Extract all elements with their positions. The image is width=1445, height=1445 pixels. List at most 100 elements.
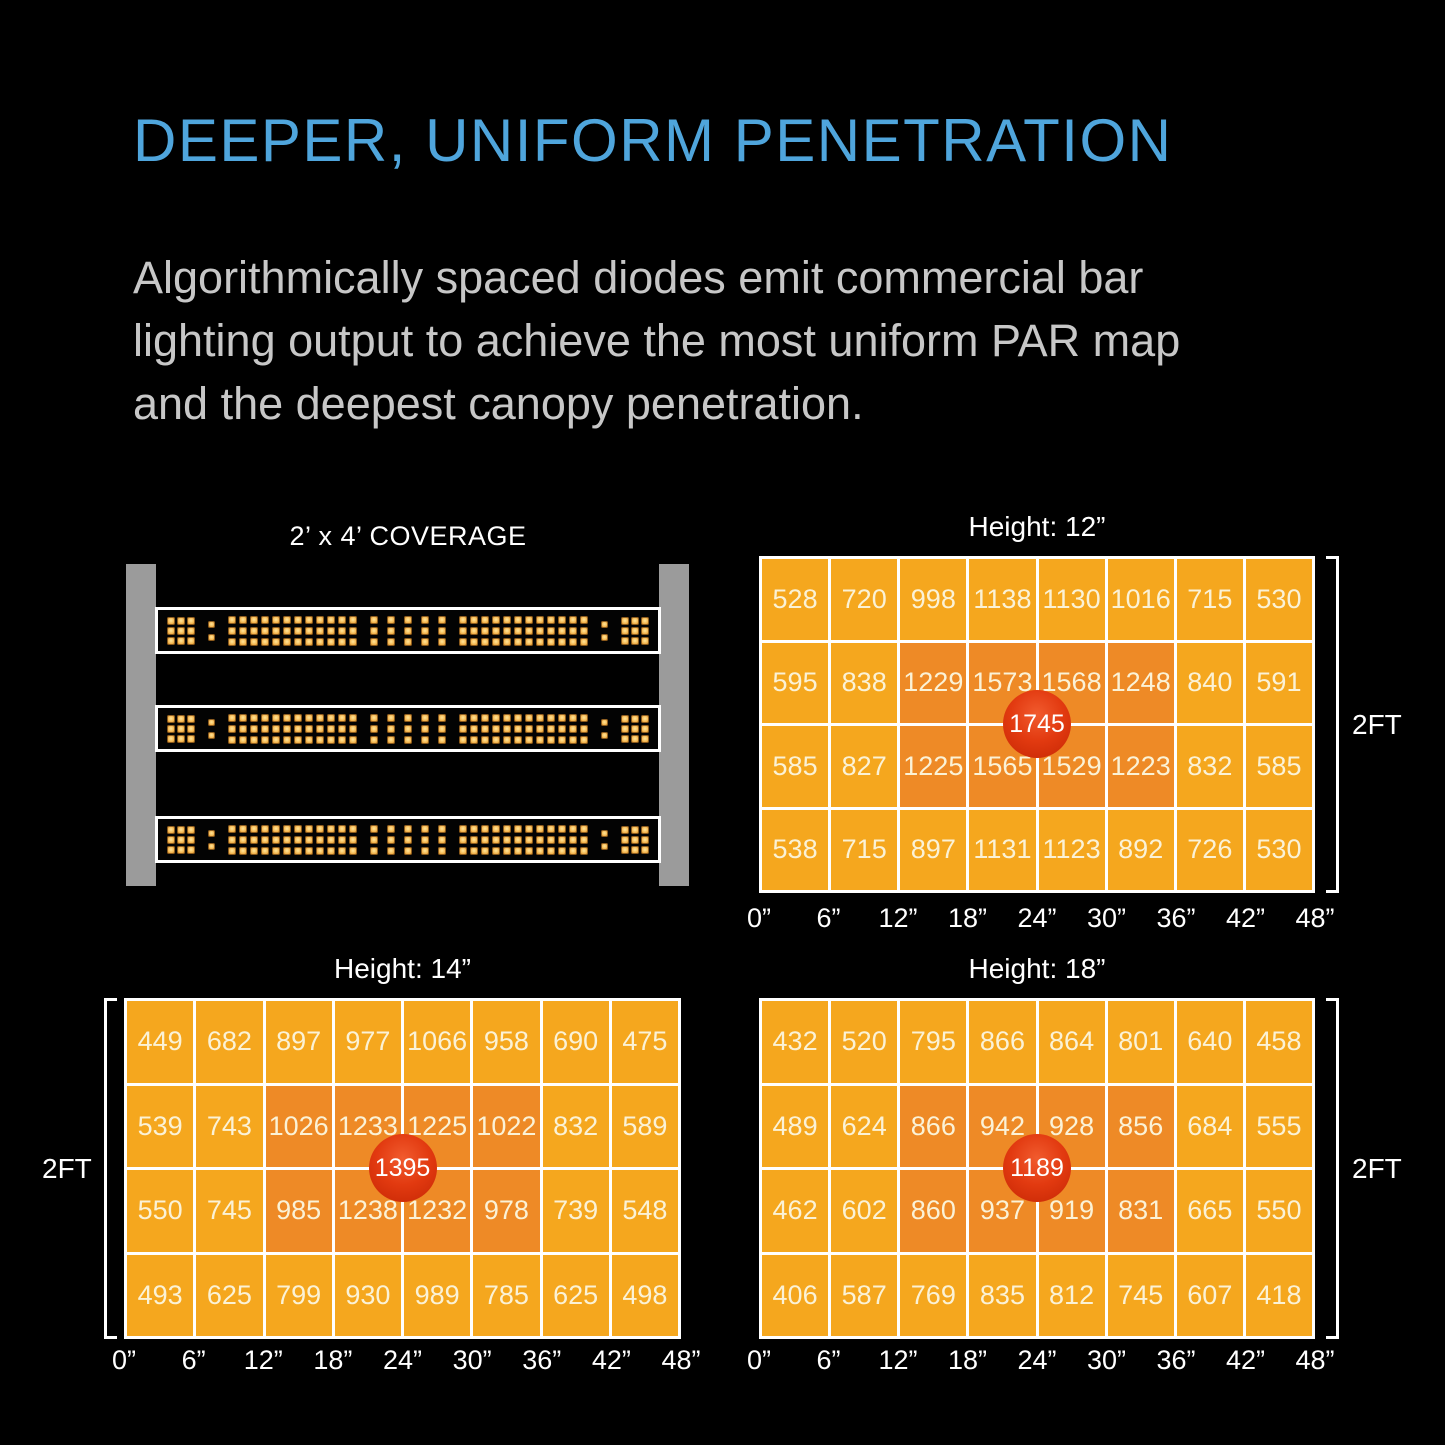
diode-cluster-colon [208,718,215,739]
diode-led [327,846,335,855]
par-cell: 897 [900,809,967,890]
x-axis-labels: 0” 6” 12” 18” 24” 30” 36” 42” 48” [747,903,1335,935]
diode-cluster-block3 [167,825,195,854]
diode-led [470,713,478,722]
par-cell: 530 [1245,809,1312,890]
diode-led [569,846,577,855]
par-cell: 602 [831,1170,898,1252]
diode-led [338,846,346,855]
diode-led [438,735,446,744]
par-cell: 458 [1245,1001,1312,1083]
diode-led [481,735,489,744]
diode-led [167,616,175,625]
diode-led [421,735,429,744]
led-light-bar-2 [155,705,661,752]
diode-led [239,626,247,635]
diode-led [272,626,280,635]
axis-tick-label: 12” [243,1345,283,1375]
par-grid: 432 520 795 866 864 801 640 458 489 624 866 942 928 8… [759,998,1315,1339]
diode-led [239,713,247,722]
led-light-bar-1 [155,607,661,654]
diode-led [525,626,533,635]
diode-led [187,825,195,834]
diode-led [283,724,291,733]
diode-led [294,626,302,635]
diode-led [421,615,429,624]
diode-led [272,637,280,646]
diode-led [283,735,291,744]
par-cell: 832 [1176,726,1243,807]
diode-led [601,620,608,628]
par-cell: 1232 [404,1170,471,1252]
diode-led [503,724,511,733]
diode-led [580,626,588,635]
diode-led [631,724,639,733]
par-cell: 985 [265,1170,332,1252]
diode-led [305,637,313,646]
diode-led [631,825,639,834]
diode-led [387,615,395,624]
diode-cluster-dense [459,824,588,855]
diode-led [536,713,544,722]
diode-led [514,713,522,722]
par-cell: 684 [1176,1085,1243,1167]
diode-led [481,724,489,733]
diode-led [272,835,280,844]
depth-label: 2FT [1352,709,1402,740]
diode-led [503,835,511,844]
diode-cluster-block3 [167,714,195,743]
mounting-rail-left [126,564,156,886]
diode-cluster-dense [228,713,357,744]
diode-led [370,724,378,733]
diode-led [261,615,269,624]
axis-tick-label: 24” [1017,1345,1057,1375]
diode-led [421,846,429,855]
diode-led [547,824,555,833]
axis-tick-label: 6” [181,1345,206,1375]
diode-led [349,824,357,833]
par-cell: 475 [611,1001,678,1083]
diode-led [470,637,478,646]
diode-led [525,615,533,624]
diode-led [569,637,577,646]
diode-led [167,626,175,635]
diode-led [261,846,269,855]
diode-led [421,824,429,833]
diode-led [514,637,522,646]
diode-led [569,824,577,833]
axis-tick-label: 0” [111,1345,137,1375]
par-cell: 406 [762,1254,829,1336]
diode-led [525,735,533,744]
diode-led [283,713,291,722]
par-cell: 866 [969,1001,1036,1083]
diode-led [459,713,467,722]
par-cell: 1568 [1038,642,1105,723]
diode-led [327,713,335,722]
diode-led [370,637,378,646]
chart-title: Height: 18” [968,953,1106,984]
diode-led [481,615,489,624]
diode-led [370,615,378,624]
diode-led [228,735,236,744]
par-cell: 449 [127,1001,194,1083]
diode-led [536,735,544,744]
par-cell: 1022 [473,1085,540,1167]
diode-led [514,735,522,744]
diode-led [536,615,544,624]
diode-led [239,724,247,733]
diode-led [327,637,335,646]
diode-led [536,835,544,844]
diode-led [514,626,522,635]
diode-led [305,724,313,733]
diode-led [601,731,608,739]
par-cell: 1026 [265,1085,332,1167]
diode-led [294,846,302,855]
diode-led [558,824,566,833]
diode-led [438,824,446,833]
diode-led [438,615,446,624]
diode-led [305,626,313,635]
diode-led [404,835,412,844]
diode-led [294,615,302,624]
diode-led [569,713,577,722]
axis-tick-label: 30” [1086,903,1127,933]
